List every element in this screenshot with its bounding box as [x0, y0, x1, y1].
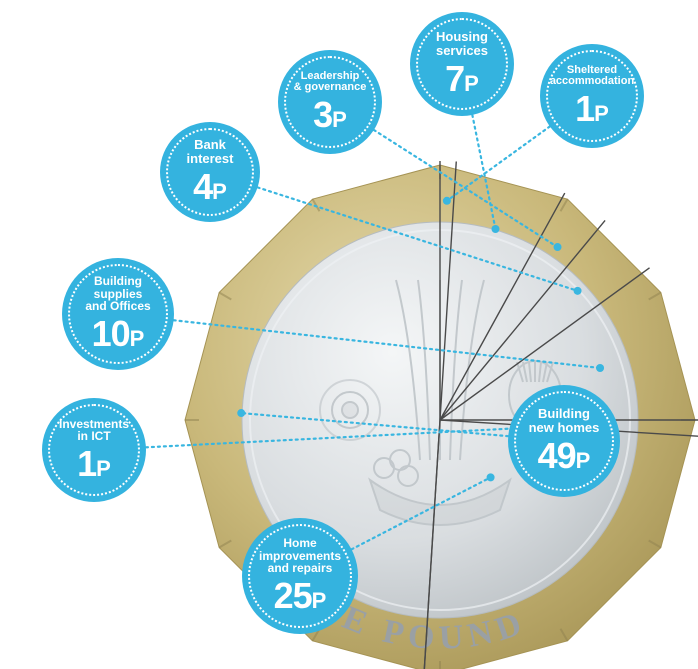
cost-bubble-label: Building new homes [529, 407, 600, 434]
cost-bubble: Sheltered accommodation1P [540, 44, 644, 148]
cost-bubble: Leadership & governance3P [278, 50, 382, 154]
cost-bubble-value: 1P [575, 90, 609, 128]
cost-bubble-value: 7P [445, 60, 479, 98]
cost-bubble: Building supplies and Offices10P [62, 258, 174, 370]
cost-bubble-label: Building supplies and Offices [85, 275, 150, 313]
cost-bubble-label: Investments in ICT [59, 418, 129, 443]
cost-bubble-value: 3P [313, 96, 347, 134]
cost-bubble-label: Sheltered accommodation [550, 65, 634, 88]
cost-bubble-label: Leadership & governance [294, 71, 367, 94]
cost-bubble: Housing services 7P [410, 12, 514, 116]
cost-bubble-value: 25P [274, 577, 327, 615]
cost-bubble-label: Housing services [436, 30, 488, 57]
cost-bubble-value: 4P [193, 168, 227, 206]
spending-breakdown-chart: ONE POUND Building new homes49PSheltered… [0, 0, 698, 669]
cost-bubble: Investments in ICT1P [42, 398, 146, 502]
cost-bubble-label: Bank interest [187, 138, 234, 165]
cost-bubble: Building new homes 49P [508, 385, 620, 497]
cost-bubble-value: 49P [538, 437, 591, 475]
cost-bubble: Bank interest 4P [160, 122, 260, 222]
cost-bubble-label: Home improvements and repairs [259, 537, 341, 575]
cost-bubble-value: 1P [77, 445, 111, 483]
cost-bubble: Home improvements and repairs25P [242, 518, 358, 634]
cost-bubble-value: 10P [92, 315, 145, 353]
